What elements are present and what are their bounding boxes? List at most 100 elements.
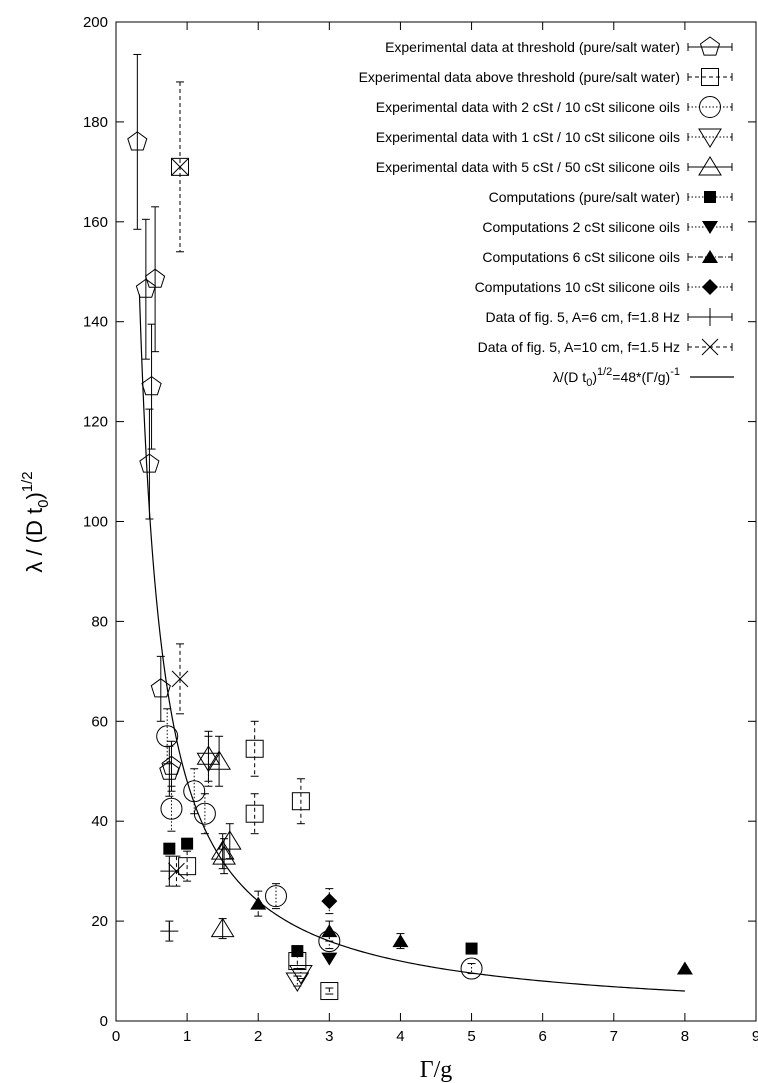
- series-4: [196, 730, 242, 940]
- series-4-errbar-1: [215, 735, 224, 787]
- y-tick-label-8: 160: [83, 214, 108, 231]
- y-tick-label-6: 120: [83, 414, 108, 431]
- legend-marker-8: [702, 279, 718, 295]
- series-1-errbar-6: [325, 987, 334, 995]
- series-4-point-1: [207, 750, 232, 770]
- series-4-point-5-shape: [210, 917, 235, 938]
- legend-marker-10-d2: [701, 338, 719, 356]
- y-tick-label-9: 180: [83, 114, 108, 131]
- series-4-point-2-shape: [210, 840, 235, 860]
- series-10-point-0-d2: [171, 670, 189, 688]
- legend-label-5: Computations (pure/salt water): [489, 189, 680, 205]
- series-0-point-0: [127, 131, 148, 151]
- series-9-point-0: [160, 922, 179, 941]
- series-3-point-1-shape: [288, 965, 313, 985]
- series-4-point-4: [212, 845, 236, 865]
- series-0-point-4-shape: [139, 453, 160, 473]
- series-3-point-0: [285, 972, 310, 992]
- series-1-errbar-1: [183, 850, 192, 882]
- x-tick-label-3: 3: [325, 1028, 333, 1045]
- series-4-point-0: [196, 745, 221, 765]
- x-tick-label-2: 2: [254, 1028, 262, 1045]
- series-7-point-3: [676, 961, 693, 975]
- series-9: [160, 855, 179, 942]
- legend-marker-3-shape: [698, 128, 722, 148]
- series-2-point-2-shape: [183, 780, 206, 803]
- legend-label-1: Experimental data above threshold (pure/…: [359, 69, 680, 85]
- series-2-point-1-shape: [160, 797, 183, 820]
- y-tick-label-3: 60: [91, 713, 108, 730]
- series-6: [321, 952, 338, 966]
- series-4-point-2: [210, 840, 235, 860]
- legend-marker-7: [702, 250, 718, 263]
- series-2-errbar-1: [167, 785, 176, 832]
- legend-label-4: Experimental data with 5 cSt / 50 cSt si…: [376, 159, 680, 175]
- legend-label-10: Data of fig. 5, A=10 cm, f=1.5 Hz: [478, 339, 680, 355]
- series-5-point-0: [163, 842, 176, 855]
- series-1-point-3-shape: [245, 804, 264, 823]
- series-2-point-6-shape: [460, 957, 483, 980]
- series-0-point-6-shape: [161, 755, 182, 775]
- series-1-point-1: [178, 857, 197, 876]
- series-0-point-1: [135, 278, 156, 298]
- series-2-errbar-4: [272, 883, 280, 910]
- legend-label-7: Computations 6 cSt silicone oils: [482, 249, 680, 265]
- x-tick-label-5: 5: [467, 1028, 475, 1045]
- series-10-point-1: [168, 862, 185, 880]
- series-2-point-2: [183, 780, 206, 803]
- legend-curve-part-2: ): [592, 369, 597, 385]
- series-2-point-3: [193, 802, 216, 825]
- y-tick-label-7: 140: [83, 314, 108, 331]
- series-7-point-1-shape: [321, 924, 338, 938]
- x-tick-label-6: 6: [538, 1028, 546, 1045]
- series-7-point-3-shape: [676, 961, 693, 975]
- series-0-errbar-5: [156, 655, 165, 722]
- legend-marker-0: [699, 36, 721, 56]
- series-5: [163, 837, 478, 958]
- series-9-point-1: [160, 862, 179, 881]
- series-1-errbar-4: [296, 778, 305, 825]
- series-5-point-1: [181, 837, 194, 850]
- legend-curve-part-3: 1/2: [597, 366, 612, 378]
- series-2-point-6: [460, 957, 483, 980]
- series-5-point-1-shape: [181, 837, 194, 850]
- x-tick-label-7: 7: [610, 1028, 618, 1045]
- x-tick-label-1: 1: [183, 1028, 191, 1045]
- legend-curve-part-1: 0: [586, 377, 592, 389]
- legend-marker-8-shape: [702, 279, 718, 295]
- legend-marker-4-shape: [698, 156, 722, 176]
- series-2-point-4-shape: [265, 885, 287, 908]
- legend-label-6: Computations 2 cSt silicone oils: [482, 219, 680, 235]
- series-2-errbar-0: [163, 708, 172, 765]
- y-tick-label-5: 100: [83, 514, 108, 531]
- series-10: [168, 158, 189, 887]
- legend-marker-1: [701, 68, 719, 86]
- series-0-point-1-shape: [135, 278, 156, 298]
- series-10-point-2: [171, 158, 189, 176]
- series-5-point-2-shape: [291, 945, 304, 958]
- legend-marker-6-shape: [702, 221, 718, 234]
- series-1-point-0-shape: [171, 157, 189, 176]
- y-axis-title: λ / (D t0)1/2: [19, 471, 52, 572]
- x-tick-label-0: 0: [112, 1028, 120, 1045]
- series-7-point-1: [321, 924, 338, 938]
- series-0-point-7: [159, 760, 180, 780]
- series-0-point-7-shape: [159, 760, 180, 780]
- series-1-errbar-3: [250, 793, 259, 835]
- legend-marker-7-shape: [702, 250, 718, 263]
- series-4-point-5: [210, 917, 235, 938]
- series-7-point-2-shape: [392, 934, 409, 948]
- series-6-point-0: [321, 952, 338, 966]
- legend-curve-part-4: =48*(Γ/g): [612, 369, 670, 385]
- series-8: [321, 888, 338, 915]
- legend-curve-part-5: -1: [670, 366, 680, 378]
- series-4-errbar-4: [220, 838, 229, 875]
- series-2-errbar-6: [467, 963, 476, 975]
- series-2-point-4: [265, 885, 287, 908]
- legend-label-0: Experimental data at threshold (pure/sal…: [385, 39, 680, 55]
- series-10-point-1-d2: [168, 862, 185, 880]
- series-5-point-3-shape: [465, 942, 478, 955]
- y-tick-label-1: 20: [91, 913, 108, 930]
- series-1-errbar-2: [250, 720, 259, 777]
